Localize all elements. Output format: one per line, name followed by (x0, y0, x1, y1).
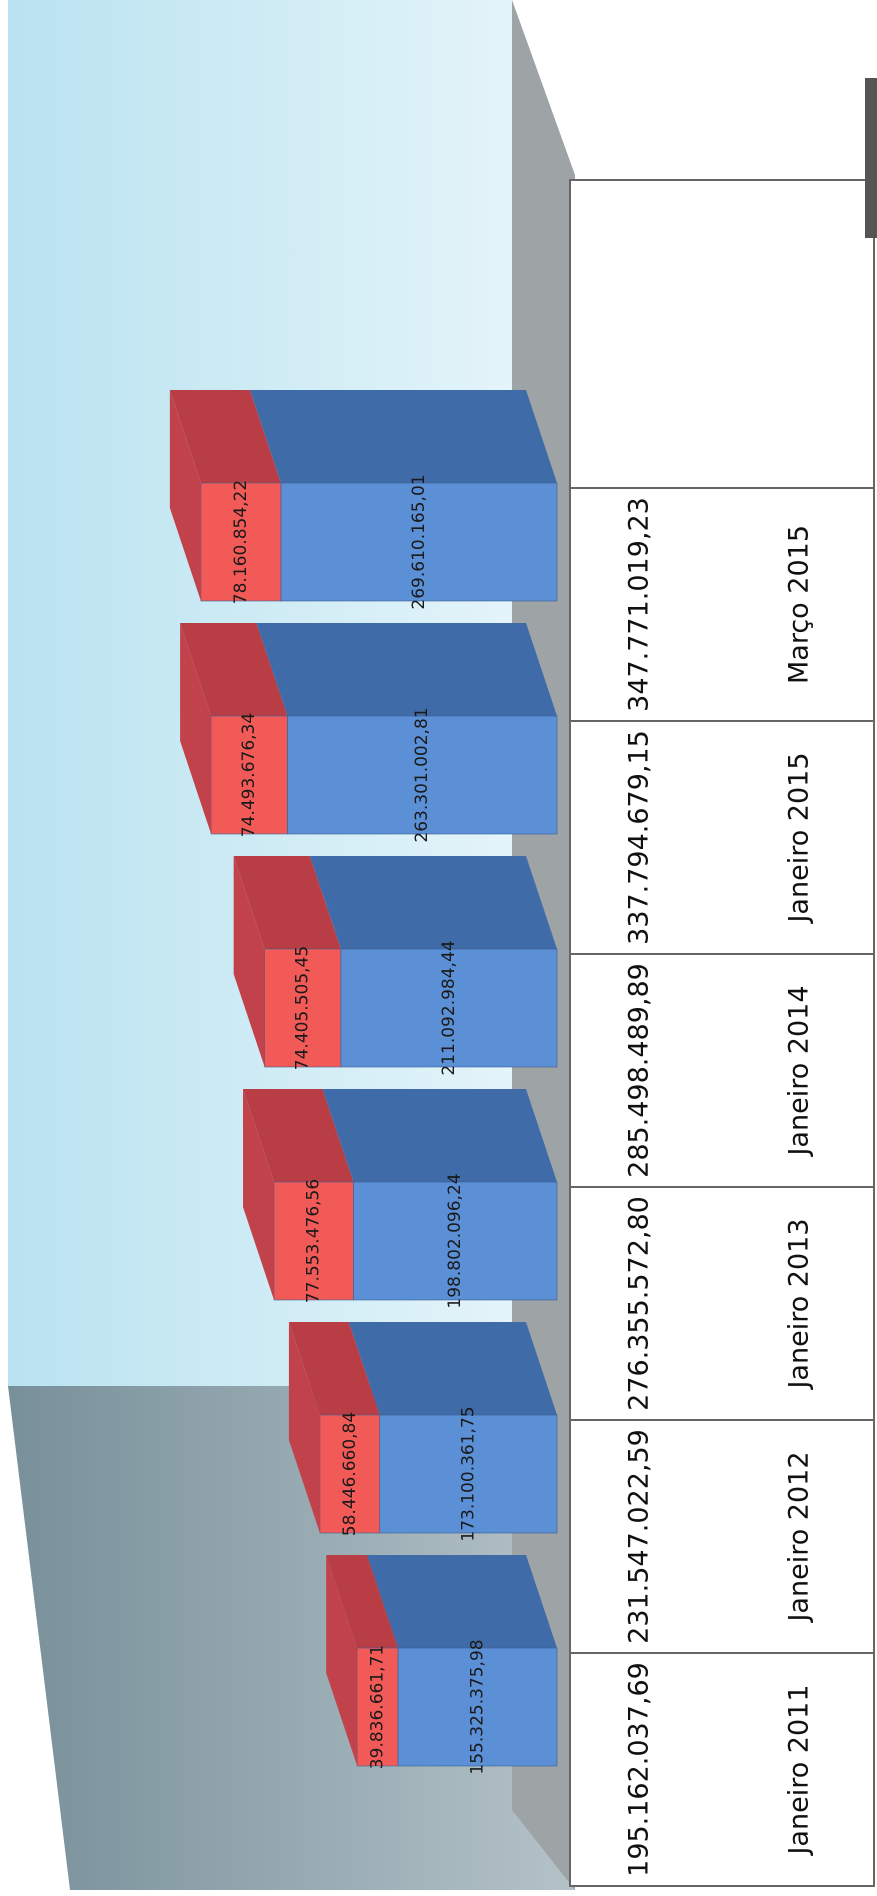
bar (340, 948, 558, 1068)
bar-end-face (233, 856, 265, 1067)
bar-data-label: 269.610.165,01 (409, 474, 429, 609)
table-total-value: 337.794.679,15 (624, 730, 655, 945)
bar (379, 1414, 558, 1534)
bar-top-face (243, 1089, 354, 1182)
bar-data-label: 173.100.361,75 (458, 1406, 478, 1541)
table-total-value: 195.162.037,69 (624, 1662, 655, 1877)
bar-end-face (169, 390, 201, 601)
legend-marker (865, 78, 877, 238)
bar-end-face (243, 1089, 275, 1300)
table-total-value: 285.498.489,89 (624, 963, 655, 1178)
bar (210, 715, 288, 835)
bar (264, 948, 342, 1068)
table-total-value: 231.547.022,59 (624, 1429, 655, 1644)
bar (356, 1647, 399, 1767)
bar-top-face (322, 1089, 557, 1182)
bar-data-label: 74.493.676,34 (239, 713, 259, 837)
bar-data-label: 77.553.476,56 (304, 1179, 324, 1303)
table-category-label: Janeiro 2013 (784, 1218, 815, 1390)
table-category-label: Março 2015 (784, 525, 815, 684)
bar (287, 715, 558, 835)
bar-top-face (309, 856, 557, 949)
bar-end-face (288, 1322, 320, 1533)
table-category-label: Janeiro 2014 (784, 985, 815, 1157)
data-table-frame (569, 179, 875, 1887)
table-category-label: Janeiro 2011 (784, 1684, 815, 1856)
table-total-value: 347.771.019,23 (624, 497, 655, 712)
bar (273, 1181, 354, 1301)
table-category-label: Janeiro 2012 (784, 1451, 815, 1623)
bars-layer: 155.325.375,98 39.836.661,71 173.100.361,7… (169, 390, 558, 1775)
bar-data-label: 211.092.984,44 (439, 940, 459, 1075)
bar (397, 1647, 558, 1767)
bar (280, 482, 558, 602)
table-category-label: Janeiro 2015 (784, 752, 815, 924)
bar-top-face (366, 1555, 557, 1648)
bar-top-face (169, 390, 281, 483)
bar-data-label: 263.301.002,81 (412, 707, 432, 842)
bar-data-label: 74.405.505,45 (293, 946, 313, 1070)
bar-top-face (233, 856, 341, 949)
bar-top-face (348, 1322, 557, 1415)
bar-top-face (288, 1322, 380, 1415)
bar-data-label: 78.160.854,22 (231, 480, 251, 604)
bar-top-face (249, 390, 557, 483)
bar-data-label: 198.802.096,24 (445, 1173, 465, 1308)
bar-top-face (256, 623, 557, 716)
table-total-value: 276.355.572,80 (624, 1196, 655, 1411)
bar-top-face (326, 1555, 398, 1648)
data-table: 195.162.037,69 Janeiro 2011 231.547.022,59… (569, 179, 875, 1887)
bar (353, 1181, 558, 1301)
bar-data-label: 155.325.375,98 (467, 1639, 487, 1774)
bar-end-face (326, 1555, 358, 1766)
bar-top-face (180, 623, 288, 716)
bar (200, 482, 282, 602)
bar-data-label: 58.446.660,84 (340, 1412, 360, 1536)
bar-data-label: 39.836.661,71 (368, 1645, 388, 1769)
bar-end-face (180, 623, 212, 834)
bar (319, 1414, 381, 1534)
